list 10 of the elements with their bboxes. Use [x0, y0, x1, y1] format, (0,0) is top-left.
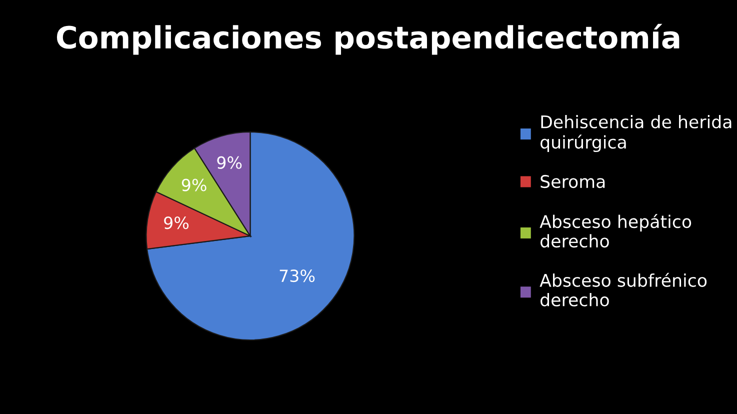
chart-title: Complicaciones postapendicectomía	[56, 24, 680, 55]
legend-label: Absceso hepático derecho	[540, 214, 692, 248]
data-label: 9%	[164, 216, 189, 230]
legend-label: Absceso subfrénico derecho	[540, 272, 707, 306]
legend-label: Seroma	[540, 174, 605, 188]
data-label: 9%	[217, 156, 242, 169]
data-label: 73%	[280, 269, 315, 282]
data-label: 9%	[182, 178, 206, 192]
legend-label: Dehiscencia de herida quirúrgica	[540, 114, 732, 152]
pie-slice	[146, 131, 355, 341]
